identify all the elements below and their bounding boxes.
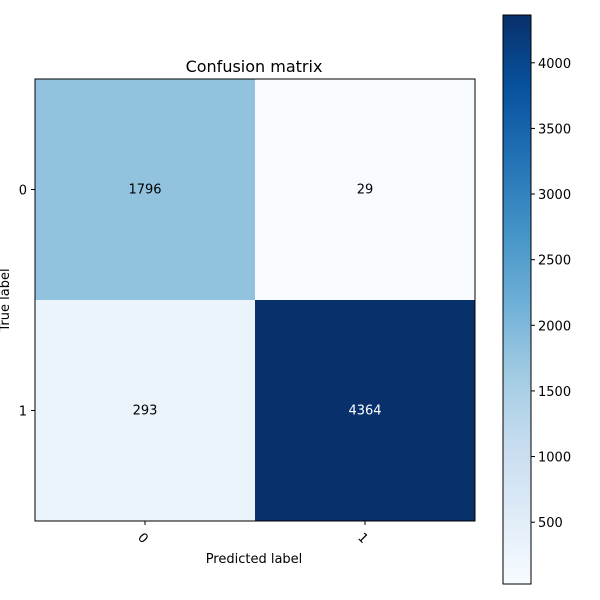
heatmap-cell	[255, 300, 475, 521]
heatmap-cell	[255, 79, 475, 300]
colorbar-tick-label: 2000	[538, 319, 571, 334]
cell-value-label: 29	[357, 183, 374, 198]
colorbar-tick-label: 1500	[538, 385, 571, 400]
y-axis-label: True label	[0, 268, 13, 332]
cell-value-labels: 1796 29 293 4364	[128, 183, 381, 419]
heatmap-cell	[35, 79, 255, 300]
cell-value-label: 1796	[128, 183, 161, 198]
x-axis-label: Predicted label	[206, 552, 303, 567]
y-tick-label: 0	[19, 184, 27, 199]
colorbar-tick-label: 1000	[538, 451, 571, 466]
colorbar-tick-label: 4000	[538, 57, 571, 72]
colorbar-tick-label: 3000	[538, 188, 571, 203]
colorbar-ticks: 500 1000 1500 2000 2500 3000 3500 4000	[531, 57, 571, 531]
colorbar-tick-label: 3500	[538, 122, 571, 137]
heatmap-cells	[35, 79, 475, 521]
y-axis-ticks: 01	[19, 184, 35, 420]
colorbar-tick-label: 2500	[538, 254, 571, 269]
y-tick-label: 1	[19, 405, 27, 420]
colorbar	[502, 14, 532, 585]
cell-value-label: 4364	[348, 404, 381, 419]
cell-value-label: 293	[133, 404, 158, 419]
plot-frame	[34, 78, 476, 522]
heatmap-cell	[35, 300, 255, 521]
colorbar-tick-label: 500	[538, 516, 563, 531]
chart-title: Confusion matrix	[186, 57, 323, 76]
